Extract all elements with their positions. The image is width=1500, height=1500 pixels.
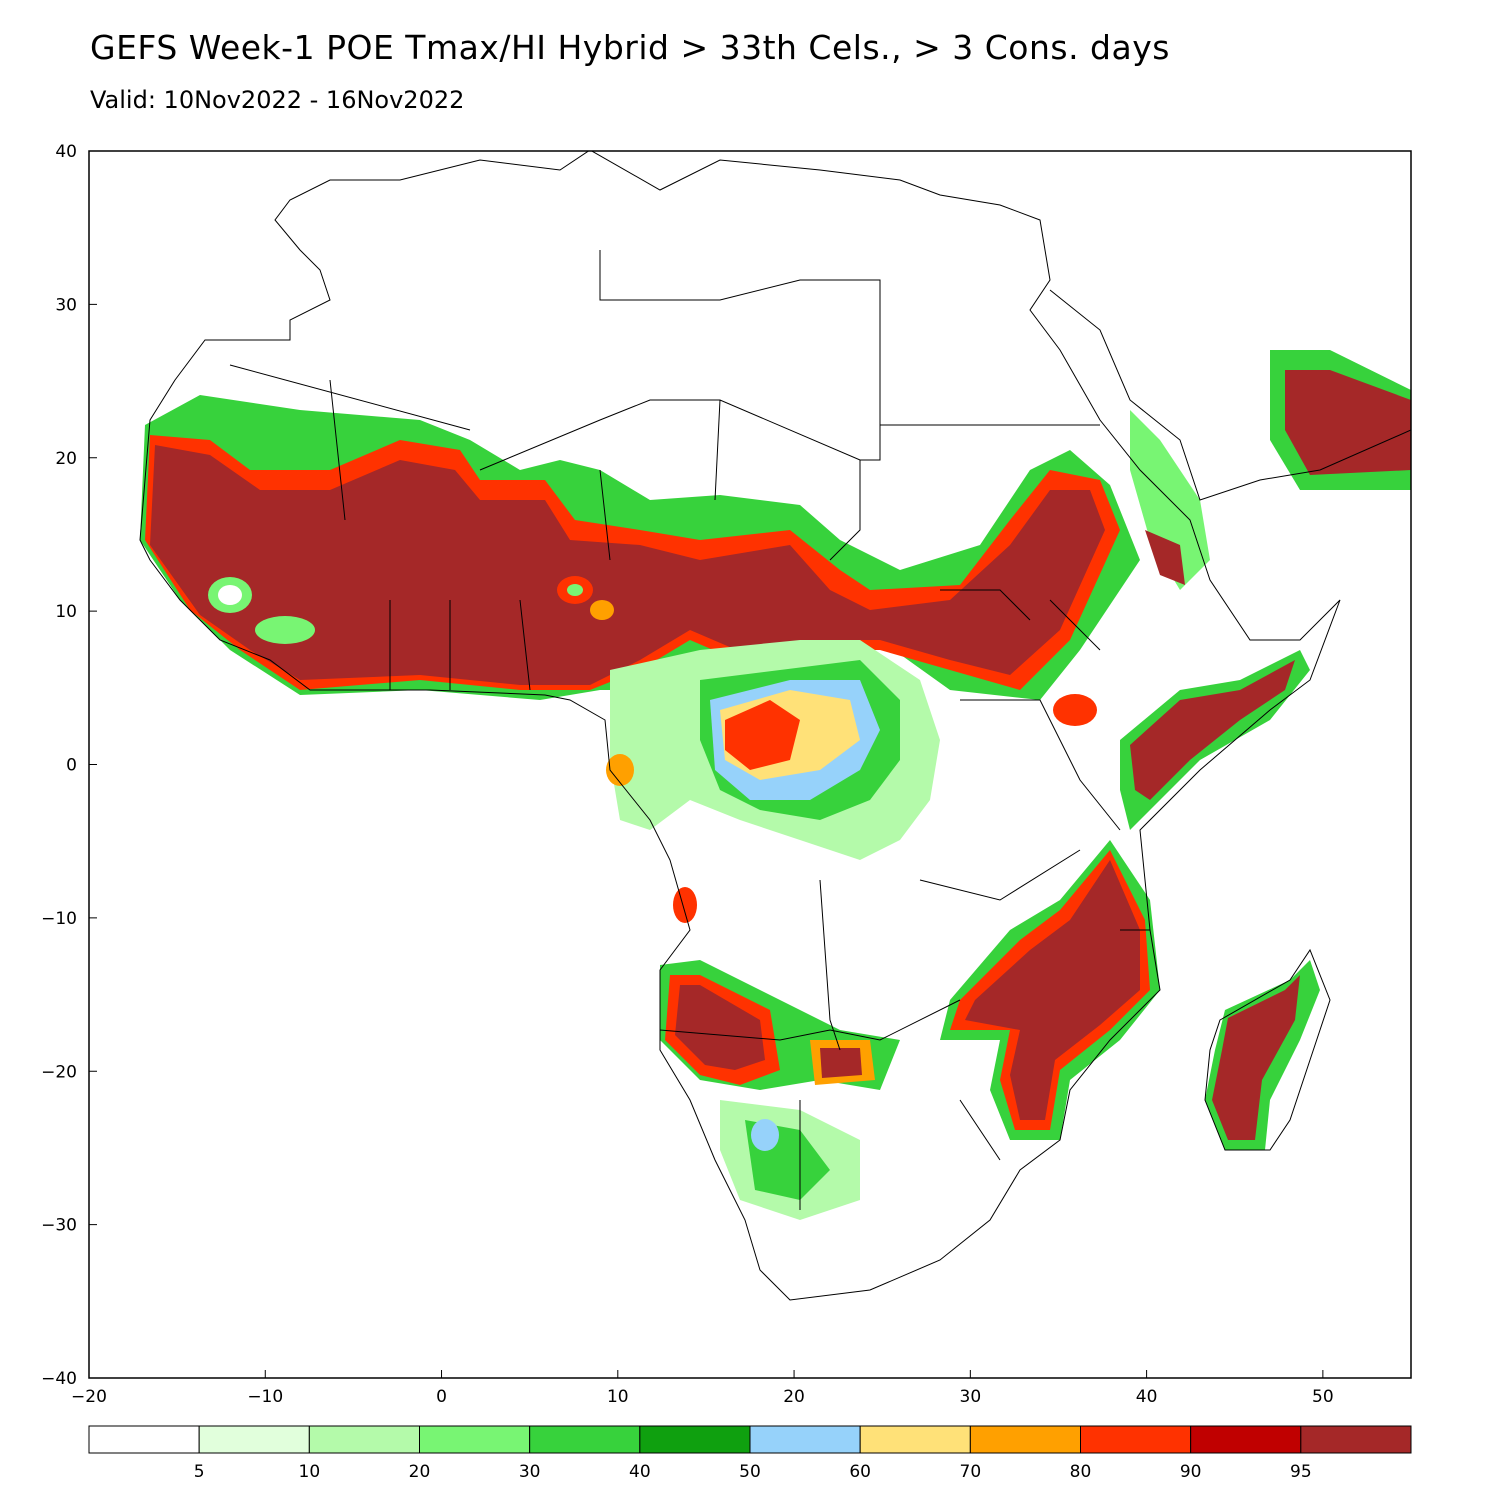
central-red xyxy=(725,700,800,770)
colorbar-label: 70 xyxy=(960,1462,982,1482)
lat-tick-label: 40 xyxy=(55,142,77,162)
angola-core xyxy=(675,985,765,1070)
colorbar-label: 40 xyxy=(629,1462,651,1482)
colorbar: 5 10 20 30 40 50 60 70 80 90 95 xyxy=(88,1425,1412,1482)
lat-tick-label: 20 xyxy=(55,449,77,469)
colorbar-label: 20 xyxy=(409,1462,431,1482)
colorbar-label: 95 xyxy=(1290,1462,1312,1482)
colorbar-swatch xyxy=(859,1425,971,1454)
colorbar-swatch xyxy=(88,1425,200,1454)
axis-ticks: −20 −10 0 10 20 30 40 50 40 30 20 10 0 −10 −20 −30 −40 xyxy=(41,142,1334,1407)
se-africa-core xyxy=(965,860,1140,1120)
colorbar-label: 90 xyxy=(1180,1462,1202,1482)
lon-tick-label: 40 xyxy=(1136,1387,1158,1407)
colorbar-label: 30 xyxy=(519,1462,541,1482)
lat-tick-label: 0 xyxy=(66,756,77,776)
lat-tick-label: 30 xyxy=(55,295,77,315)
colorbar-label: 80 xyxy=(1070,1462,1092,1482)
colorbar-swatch xyxy=(749,1425,861,1454)
lon-tick-label: 0 xyxy=(436,1387,447,1407)
lat-tick-label: −30 xyxy=(41,1216,77,1236)
colorbar-swatch xyxy=(419,1425,531,1454)
sahara-borders xyxy=(229,250,1150,1210)
lon-tick-label: −20 xyxy=(71,1387,107,1407)
horn-red xyxy=(1130,660,1295,800)
arabia-coast xyxy=(1049,289,1411,501)
africa-coastline xyxy=(139,151,1341,1301)
chart-title: GEFS Week-1 POE Tmax/HI Hybrid > 33th Ce… xyxy=(90,28,1170,67)
arabia-core xyxy=(1285,370,1411,475)
colorbar-swatch xyxy=(198,1425,310,1454)
eritrea-core xyxy=(1145,530,1185,585)
lat-tick-label: −20 xyxy=(41,1062,77,1082)
lat-tick-label: 10 xyxy=(55,602,77,622)
colorbar-swatch xyxy=(1300,1425,1412,1454)
colorbar-swatch xyxy=(529,1425,641,1454)
madagascar-core xyxy=(1212,975,1300,1140)
colorbar-swatch xyxy=(1080,1425,1192,1454)
lon-tick-label: 20 xyxy=(783,1387,805,1407)
sahel-core xyxy=(150,445,1105,685)
colorbar-swatch xyxy=(1190,1425,1302,1454)
colorbar-swatch xyxy=(639,1425,751,1454)
lon-tick-label: 30 xyxy=(960,1387,982,1407)
lon-tick-label: 10 xyxy=(607,1387,629,1407)
lat-tick-label: −10 xyxy=(41,909,77,929)
colorbar-label: 5 xyxy=(194,1462,205,1482)
botswana-core xyxy=(820,1048,862,1078)
colorbar-label: 60 xyxy=(849,1462,871,1482)
lon-tick-label: 50 xyxy=(1312,1387,1334,1407)
colorbar-label: 10 xyxy=(299,1462,321,1482)
shaded-probability-field xyxy=(140,350,1411,1220)
colorbar-swatch xyxy=(969,1425,1081,1454)
madagascar-coast xyxy=(1204,948,1331,1151)
colorbar-swatch xyxy=(308,1425,421,1454)
chart-subtitle: Valid: 10Nov2022 - 16Nov2022 xyxy=(90,86,465,114)
colorbar-label: 50 xyxy=(739,1462,761,1482)
lat-tick-label: −40 xyxy=(41,1369,77,1389)
country-borders xyxy=(139,151,1411,1301)
lon-tick-label: −10 xyxy=(247,1387,283,1407)
